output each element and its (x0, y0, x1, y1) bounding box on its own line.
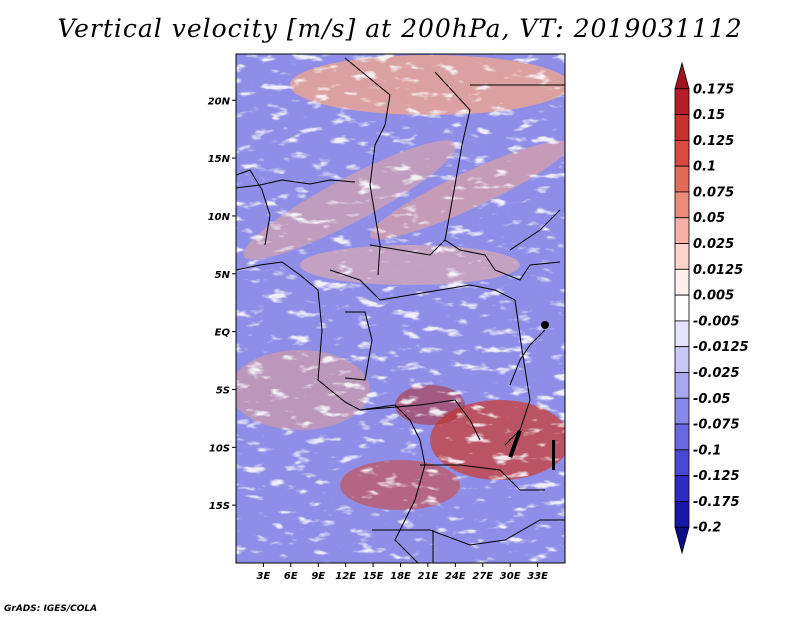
colorbar-label: 0.175 (693, 82, 734, 97)
border-car-north (369, 239, 446, 256)
west-coastline (236, 261, 426, 563)
border-niger-nigeria (236, 179, 356, 189)
lon-tick-label: 9E (311, 571, 325, 582)
lon-tick-label: 6E (284, 571, 298, 582)
border-west-africa (236, 169, 271, 246)
lon-tick-label: 21E (418, 571, 439, 582)
colorbar-bottom-triangle (674, 526, 690, 555)
colorbar-segment (674, 243, 690, 270)
lake-tanganyika (508, 430, 522, 458)
colorbar-segment (674, 294, 690, 322)
colorbar-label: -0.005 (693, 314, 740, 329)
lat-tick-label: EQ (215, 328, 231, 339)
colorbar-segment (674, 372, 690, 399)
border-drc-east (504, 299, 531, 446)
colorbar-segment (674, 88, 690, 115)
lon-tick-label: 27E (472, 571, 493, 582)
colorbar-segment (674, 501, 690, 528)
colorbar-label: 0.15 (693, 108, 725, 123)
border-gabon (344, 311, 373, 381)
lon-tick-label: 15E (363, 571, 384, 582)
lon-tick-label: 3E (257, 571, 271, 582)
colorbar-segment (674, 475, 690, 502)
country-borders (236, 57, 565, 563)
colorbar-segment (674, 114, 690, 141)
lake-malawi (552, 440, 555, 470)
colorbar-label: -0.025 (693, 366, 740, 381)
lat-tick-label: 15N (208, 154, 231, 165)
colorbar: 0.175 0.15 0.125 0.1 0.075 0.05 0.025 0.0125 0.0… (674, 61, 749, 555)
colorbar-label: -0.175 (693, 495, 740, 510)
colorbar-segment (674, 449, 690, 477)
lake-victoria (541, 321, 549, 329)
lat-tick-label: 5N (215, 270, 231, 281)
longitude-axis: 3E 6E 9E 12E 15E 18E 21E 24E 27E 30E 33E (257, 563, 548, 582)
colorbar-segment (674, 346, 690, 373)
colorbar-label: 0.0125 (693, 263, 743, 278)
colorbar-segment (674, 268, 690, 296)
latitude-axis: 20N 15N 10N 5N EQ 5S 10S 15S (208, 96, 236, 512)
border-niger-chad (344, 57, 391, 276)
colorbar-label: 0.025 (693, 237, 734, 252)
border-namibia-botswana (372, 519, 565, 546)
lat-tick-label: 10S (209, 443, 230, 454)
colorbar-label: -0.05 (693, 392, 730, 407)
border-chad-sudan (434, 71, 561, 281)
colorbar-label: -0.0125 (693, 340, 749, 355)
lat-tick-label: 20N (208, 96, 231, 107)
border-car-south (329, 269, 516, 301)
colorbar-label: -0.125 (693, 469, 740, 484)
colorbar-segment (674, 217, 690, 244)
colorbar-segment (674, 320, 690, 348)
colorbar-segment (674, 165, 690, 193)
colorbar-segment (674, 191, 690, 219)
lon-tick-label: 30E (500, 571, 521, 582)
colorbar-label: 0.05 (693, 211, 725, 226)
border-drc-angola (359, 399, 481, 441)
lon-tick-label: 24E (445, 571, 466, 582)
field-texture (236, 54, 565, 563)
lat-tick-label: 5S (216, 385, 230, 396)
lat-tick-label: 15S (209, 501, 230, 512)
border-lake-region (509, 329, 546, 386)
plot-title: Vertical velocity [m/s] at 200hPa, VT: 2… (57, 14, 743, 43)
colorbar-label: 0.125 (693, 134, 734, 149)
colorbar-segment (674, 397, 690, 425)
colorbar-label: 0.1 (693, 160, 716, 175)
colorbar-label: -0.2 (693, 521, 721, 536)
colorbar-segment (674, 423, 690, 451)
lat-tick-label: 10N (208, 212, 231, 223)
lon-tick-label: 12E (335, 571, 356, 582)
border-zambia (420, 464, 545, 491)
border-ethiopia (509, 209, 561, 251)
grads-credit: GrADS: IGES/COLA (4, 604, 98, 614)
colorbar-label: -0.1 (693, 443, 721, 458)
lon-tick-label: 18E (390, 571, 411, 582)
colorbar-top-triangle (674, 61, 690, 90)
lon-tick-label: 33E (527, 571, 548, 582)
velocity-field (236, 54, 565, 563)
lakes (508, 321, 555, 470)
colorbar-segment (674, 139, 690, 167)
colorbar-label: -0.075 (693, 418, 740, 433)
colorbar-label: 0.005 (693, 289, 734, 304)
colorbar-label: 0.075 (693, 185, 734, 200)
